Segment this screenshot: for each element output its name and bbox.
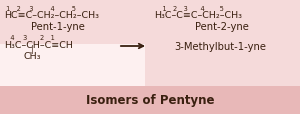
Text: Pent-2-yne: Pent-2-yne: [195, 22, 249, 32]
Text: CH₃: CH₃: [23, 52, 41, 61]
Text: 1   2    3        4        5: 1 2 3 4 5: [4, 6, 76, 12]
Text: Pent-1-yne: Pent-1-yne: [31, 22, 85, 32]
Text: H₃C–C≡C–CH₂–CH₃: H₃C–C≡C–CH₂–CH₃: [154, 11, 242, 20]
Text: HC≡C–CH₂–CH₂–CH₃: HC≡C–CH₂–CH₂–CH₃: [4, 11, 99, 20]
Bar: [0, 86, 300, 114]
Text: 4    3      2   1: 4 3 2 1: [4, 35, 55, 41]
Text: H₃C–CH–C≡CH: H₃C–CH–C≡CH: [4, 40, 73, 49]
Text: 1   2   3      4       5: 1 2 3 4 5: [154, 6, 224, 12]
Text: 3-Methylbut-1-yne: 3-Methylbut-1-yne: [174, 42, 266, 52]
Text: Isomers of Pentyne: Isomers of Pentyne: [86, 94, 214, 107]
Text: |: |: [31, 45, 33, 54]
Bar: [0, 45, 145, 86]
